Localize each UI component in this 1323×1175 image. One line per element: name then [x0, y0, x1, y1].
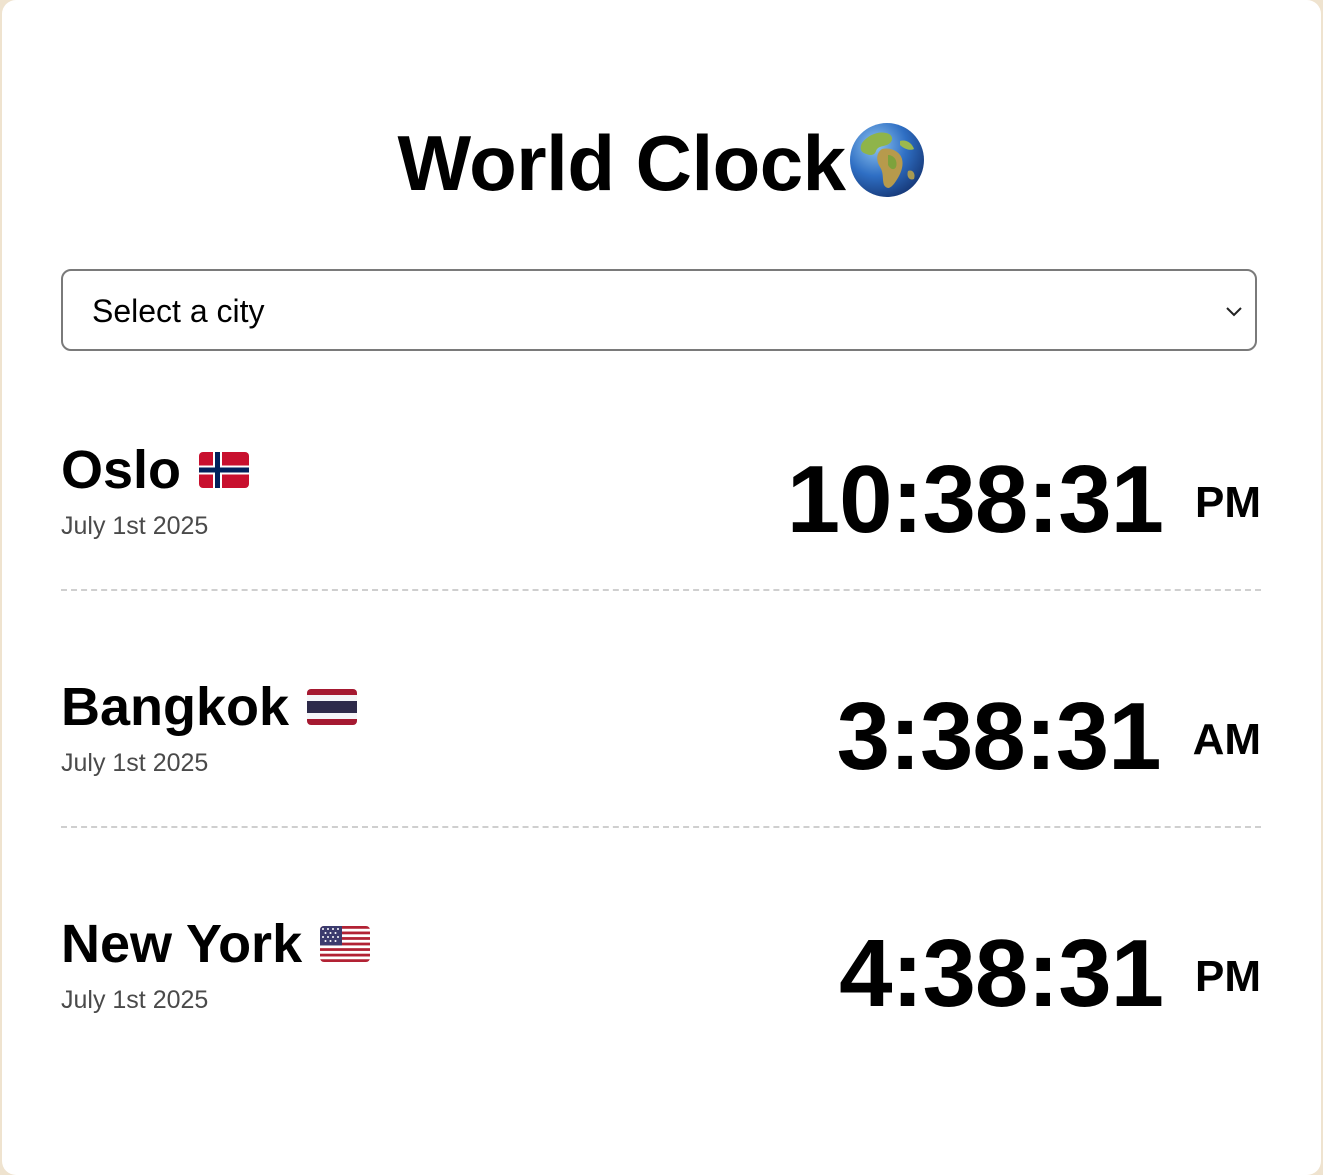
clock-row-oslo: Oslo July 1st 2025 10:38:31 PM: [61, 440, 1261, 640]
clock-row-bangkok: Bangkok July 1st 2025 3:38:31 AM: [61, 677, 1261, 877]
globe-icon: [848, 121, 926, 199]
time-value: 3:38:31: [836, 683, 1162, 790]
clock-row-new-york: New York: [61, 914, 1261, 1114]
city-select-value: Select a city: [92, 293, 265, 329]
page-title: World Clock: [2, 118, 1321, 208]
time-value: 4:38:31: [839, 920, 1164, 1027]
row-divider: [61, 589, 1261, 591]
usa-flag-icon: [320, 926, 371, 962]
time-value: 10:38:31: [786, 446, 1164, 553]
thailand-flag-icon: [307, 689, 358, 725]
row-divider: [61, 826, 1261, 828]
city-name: Bangkok: [61, 677, 290, 737]
chevron-down-icon: [1225, 304, 1243, 317]
norway-flag-icon: [199, 452, 250, 488]
city-date: July 1st 2025: [61, 512, 209, 540]
clock-time: 4:38:31 PM: [839, 922, 1261, 1022]
city-select[interactable]: Select a city: [61, 269, 1257, 351]
city-date: July 1st 2025: [61, 986, 209, 1014]
clock-time: 10:38:31 PM: [787, 448, 1261, 548]
clock-time: 3:38:31 AM: [837, 685, 1261, 785]
time-period: PM: [1195, 952, 1261, 1001]
time-period: AM: [1192, 715, 1261, 764]
page-title-text: World Clock: [397, 118, 846, 207]
city-name: New York: [61, 914, 303, 974]
city-name: Oslo: [61, 440, 182, 500]
time-period: PM: [1195, 478, 1261, 527]
city-date: July 1st 2025: [61, 749, 209, 777]
